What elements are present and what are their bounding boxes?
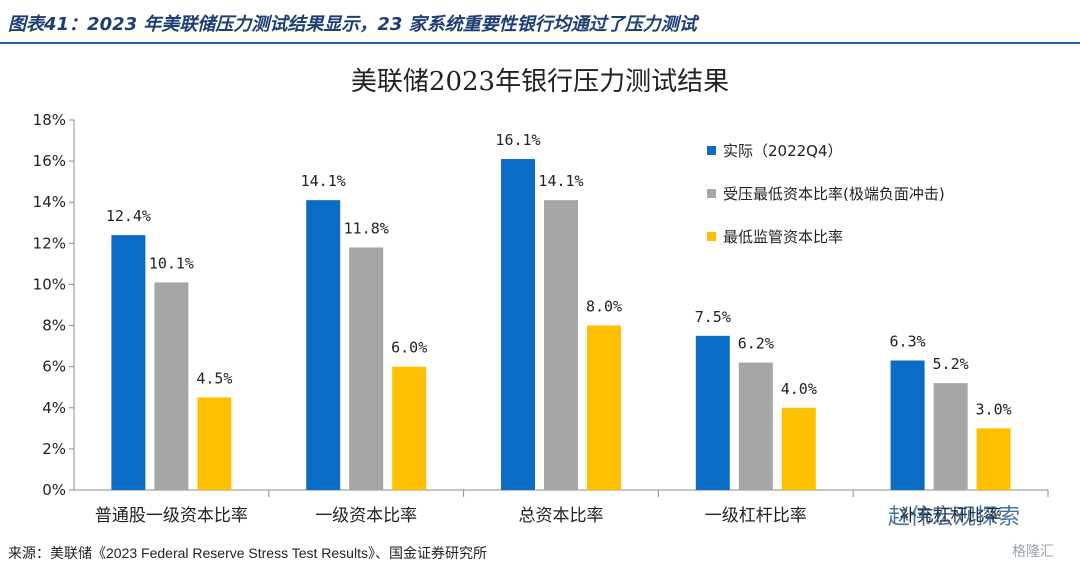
- chart-title: 美联储2023年银行压力测试结果: [351, 67, 729, 97]
- data-label: 16.1%: [495, 131, 540, 149]
- bar: [501, 159, 535, 491]
- bar: [154, 282, 189, 490]
- bar: [197, 397, 232, 490]
- source-note: 来源：美联储《2023 Federal Reserve Stress Test …: [8, 545, 487, 561]
- chart-axes: 0% 2% 4% 6% 8% 10% 12% 14% 16% 18% 普通股一级资本比率 一级资本比率…: [33, 111, 1049, 526]
- data-label: 6.3%: [890, 333, 926, 351]
- data-label: 3.0%: [976, 400, 1012, 418]
- data-label: 12.4%: [106, 207, 151, 225]
- legend-label: 受压最低资本比率(极端负面冲击): [723, 185, 945, 203]
- y-tick-label: 4%: [42, 399, 66, 417]
- data-label: 6.0%: [391, 339, 427, 357]
- data-label: 4.5%: [196, 370, 232, 388]
- data-label: 8.0%: [586, 298, 622, 316]
- x-category-label: 一级资本比率: [315, 506, 417, 526]
- y-tick-label: 0%: [42, 481, 66, 499]
- y-tick-label: 2%: [42, 440, 66, 458]
- legend-label: 实际（2022Q4）: [723, 142, 843, 160]
- bar: [933, 383, 968, 490]
- y-tick-label: 14%: [33, 193, 66, 211]
- figure-header: 图表41：2023 年美联储压力测试结果显示，23 家系统重要性银行均通过了压力…: [0, 0, 1080, 44]
- y-tick-label: 18%: [33, 111, 66, 129]
- bar: [738, 362, 773, 490]
- y-tick-label: 10%: [33, 275, 66, 293]
- x-category-label: 补充杠杆比率: [900, 506, 1002, 526]
- chart-legend: 实际（2022Q4） 受压最低资本比率(极端负面冲击) 最低监管资本比率: [707, 142, 945, 246]
- y-tick-label: 16%: [33, 152, 66, 170]
- bar: [306, 200, 341, 490]
- bar: [349, 247, 384, 490]
- data-label: 11.8%: [344, 219, 389, 237]
- bar: [890, 360, 925, 490]
- logo-text: 格隆汇: [1012, 544, 1054, 560]
- bar: [544, 200, 578, 490]
- data-label: 6.2%: [738, 335, 774, 353]
- legend-label: 最低监管资本比率: [723, 228, 843, 246]
- data-label: 5.2%: [933, 355, 969, 373]
- x-category-label: 总资本比率: [519, 506, 604, 526]
- legend-swatch: [707, 232, 716, 241]
- legend-swatch: [707, 189, 716, 198]
- bar: [781, 407, 816, 490]
- figure-caption: 图表41：2023 年美联储压力测试结果显示，23 家系统重要性银行均通过了压力…: [8, 14, 697, 35]
- data-label: 10.1%: [149, 254, 194, 272]
- y-tick-label: 12%: [33, 234, 66, 252]
- bar: [587, 325, 621, 490]
- bar: [111, 235, 146, 490]
- x-category-label: 普通股一级资本比率: [95, 506, 248, 526]
- chart-data-labels: 12.4% 10.1% 4.5% 14.1% 11.8% 6.0% 16.1% 14.1% 8.…: [106, 131, 1012, 418]
- data-label: 4.0%: [781, 380, 817, 398]
- watermark-text: 赵伟宏观探索: [888, 505, 1020, 530]
- bar: [392, 366, 427, 490]
- y-tick-label: 8%: [42, 317, 66, 335]
- y-tick-label: 6%: [42, 358, 66, 376]
- x-category-label: 一级杠杆比率: [705, 506, 807, 526]
- data-label: 7.5%: [695, 308, 731, 326]
- bar: [976, 428, 1011, 490]
- data-label: 14.1%: [301, 172, 346, 190]
- legend-swatch: [707, 146, 716, 155]
- chart-bars: [111, 159, 1011, 491]
- data-label: 14.1%: [538, 172, 583, 190]
- bar: [695, 335, 730, 490]
